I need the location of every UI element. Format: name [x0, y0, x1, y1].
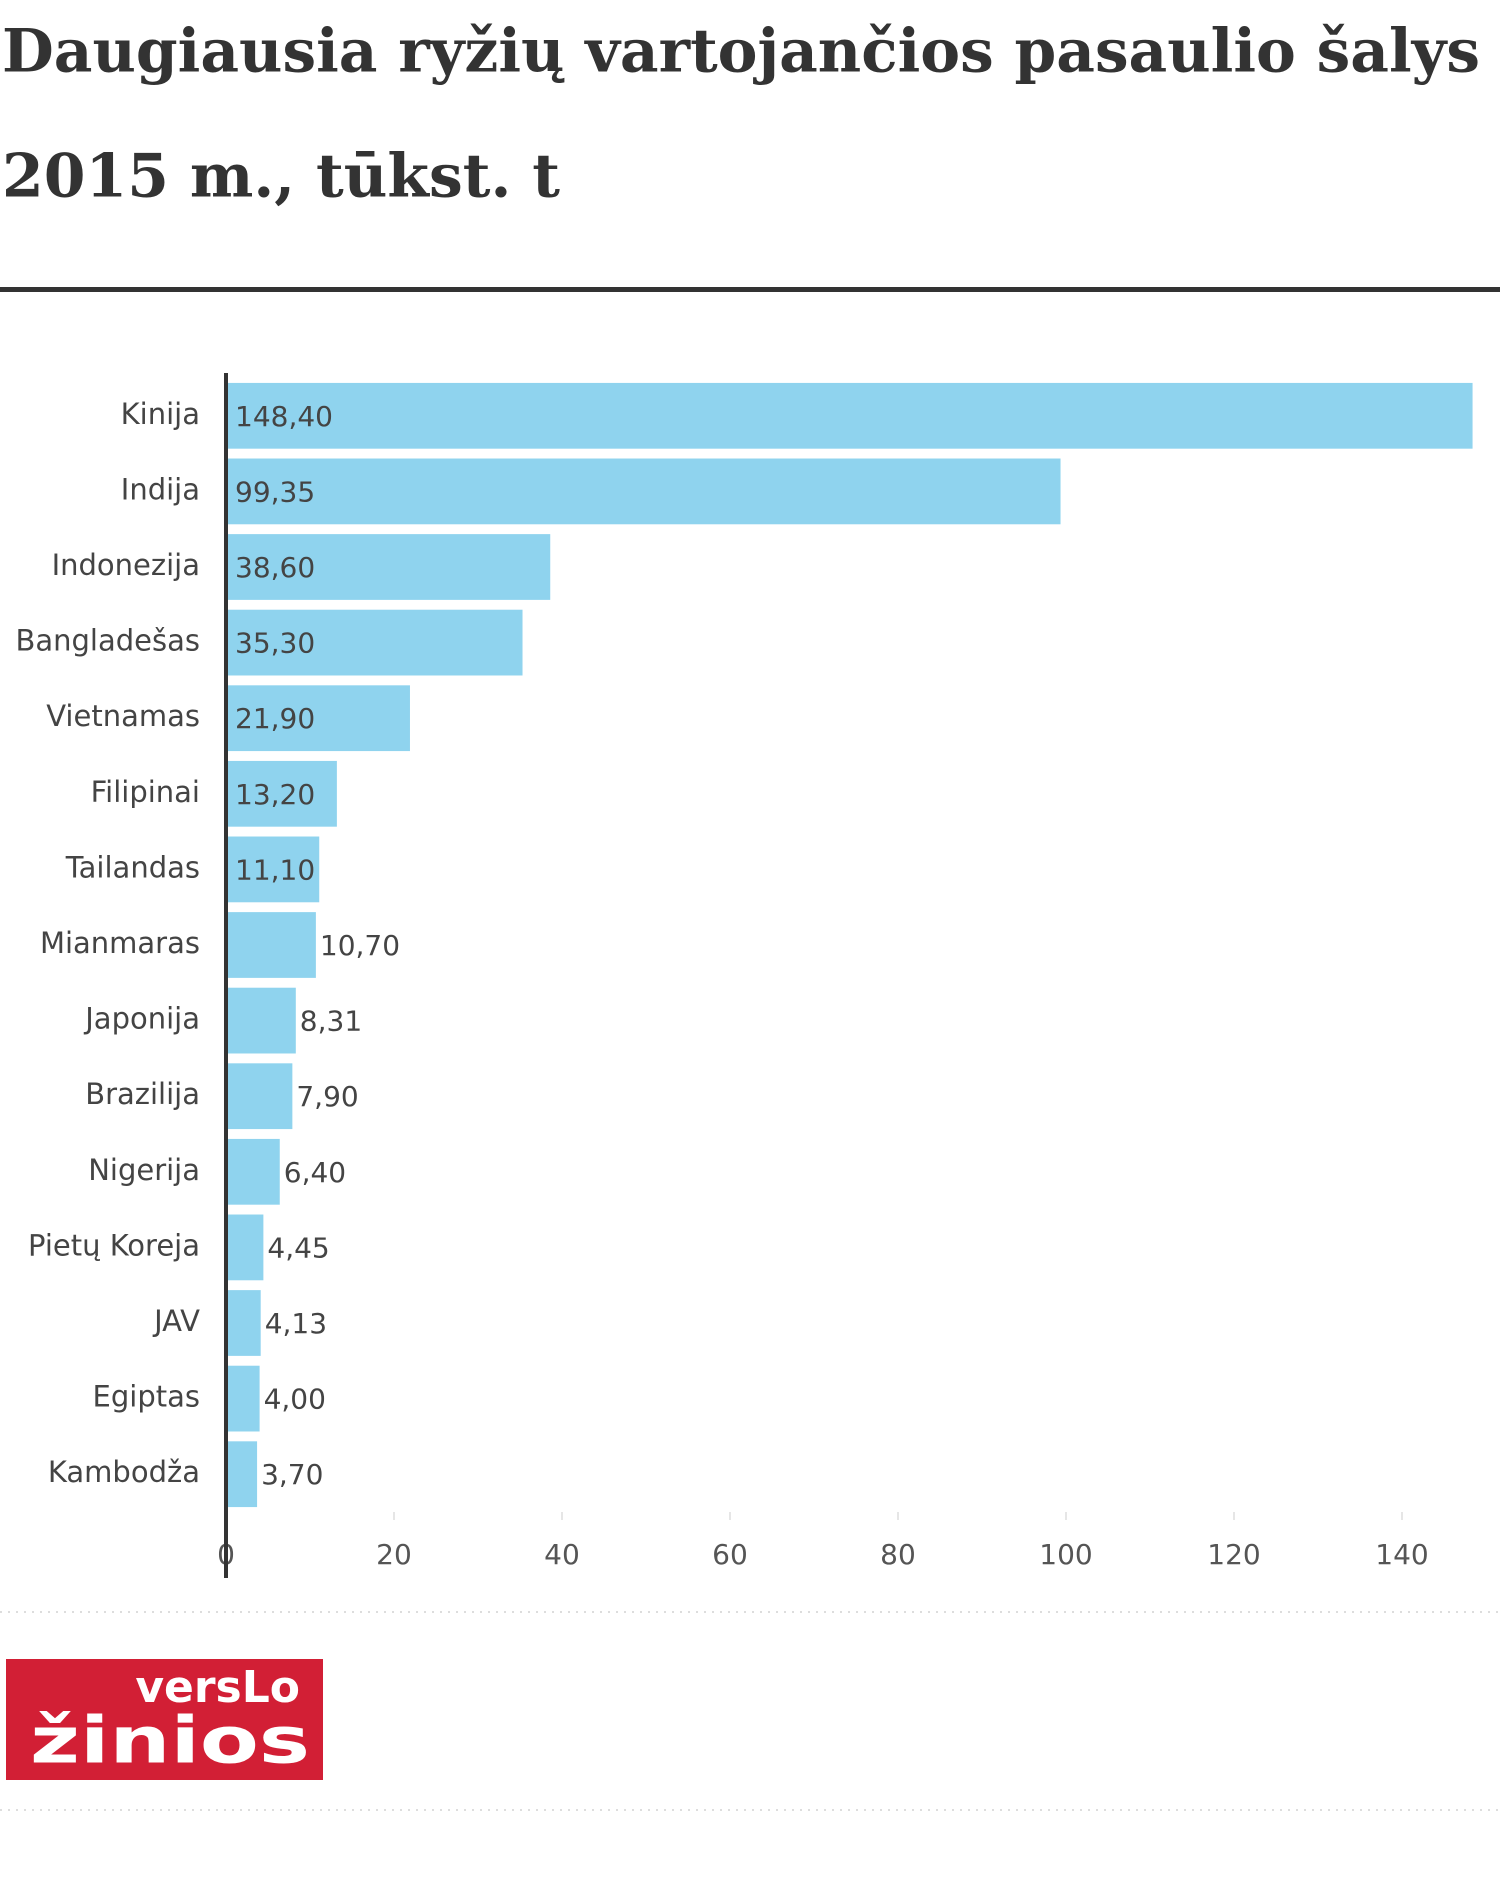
y-tick-label: Bangladešas — [15, 624, 200, 658]
bar — [226, 458, 1061, 525]
value-label: 4,00 — [264, 1383, 326, 1416]
x-tick-label: 40 — [544, 1538, 580, 1571]
bar — [226, 685, 410, 752]
y-tick-label: Vietnamas — [46, 699, 200, 733]
value-label: 7,90 — [296, 1080, 358, 1113]
value-label: 10,70 — [320, 929, 400, 962]
y-tick-label: Tailandas — [65, 850, 200, 884]
bar — [226, 382, 1473, 449]
x-tick-label: 100 — [1039, 1538, 1092, 1571]
bar — [226, 534, 551, 600]
y-tick-label: Indonezija — [52, 548, 200, 582]
bar — [226, 1441, 258, 1508]
value-label: 11,10 — [235, 853, 315, 886]
bar — [226, 1290, 261, 1356]
y-tick-label: JAV — [152, 1304, 200, 1338]
chart-title: Daugiausia ryžių vartojančios pasaulio š… — [2, 17, 1480, 87]
value-label: 99,35 — [235, 475, 315, 508]
bar — [226, 1214, 264, 1281]
bar — [226, 1365, 260, 1432]
bar — [226, 609, 523, 676]
chart-subtitle: 2015 m., tūkst. t — [2, 142, 560, 212]
value-label: 21,90 — [235, 702, 315, 735]
x-tick-label: 80 — [880, 1538, 916, 1571]
bar — [226, 1063, 293, 1130]
y-tick-label: Filipinai — [91, 775, 200, 809]
bar — [226, 760, 337, 827]
x-tick-label: 140 — [1375, 1538, 1428, 1571]
x-tick-label: 120 — [1207, 1538, 1260, 1571]
logo-text: versLo — [135, 1662, 300, 1713]
title-rule — [0, 287, 1500, 292]
value-label: 148,40 — [235, 400, 333, 433]
y-tick-label: Egiptas — [93, 1380, 200, 1414]
bar — [226, 1138, 280, 1205]
value-label: 4,45 — [267, 1231, 329, 1264]
y-tick-label: Brazilija — [85, 1077, 200, 1111]
y-tick-label: Japonija — [83, 1002, 200, 1036]
logo-background — [6, 1659, 323, 1780]
bar — [226, 836, 320, 903]
value-label: 4,13 — [265, 1307, 327, 1340]
y-tick-label: Mianmaras — [40, 926, 200, 960]
bar — [226, 987, 296, 1054]
bar — [226, 912, 316, 978]
y-tick-label: Kambodža — [48, 1455, 200, 1489]
value-label: 35,30 — [235, 627, 315, 660]
value-label: 3,70 — [261, 1458, 323, 1491]
y-tick-label: Pietų Koreja — [28, 1228, 200, 1262]
value-label: 38,60 — [235, 551, 315, 584]
value-label: 13,20 — [235, 778, 315, 811]
value-label: 6,40 — [284, 1156, 346, 1189]
y-tick-label: Kinija — [121, 397, 200, 431]
y-tick-label: Nigerija — [88, 1153, 200, 1187]
y-tick-label: Indija — [121, 472, 200, 506]
logo-text: žinios — [30, 1705, 310, 1779]
x-tick-label: 20 — [376, 1538, 412, 1571]
logo: versLo žinios — [6, 1659, 323, 1780]
value-label: 8,31 — [300, 1005, 362, 1038]
x-tick-label: 60 — [712, 1538, 748, 1571]
